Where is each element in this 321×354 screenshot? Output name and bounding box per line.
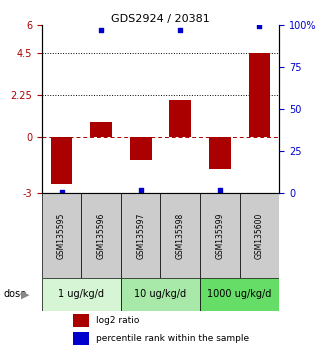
Point xyxy=(99,27,104,33)
Bar xyxy=(51,137,73,184)
Text: percentile rank within the sample: percentile rank within the sample xyxy=(96,334,249,343)
Bar xyxy=(169,100,191,137)
Text: GSM135599: GSM135599 xyxy=(215,212,224,259)
Bar xyxy=(160,193,200,278)
Bar xyxy=(42,278,121,311)
Point xyxy=(257,24,262,29)
Text: 1 ug/kg/d: 1 ug/kg/d xyxy=(58,289,104,299)
Text: GSM135595: GSM135595 xyxy=(57,212,66,259)
Text: 1000 ug/kg/d: 1000 ug/kg/d xyxy=(207,289,272,299)
Point xyxy=(138,187,143,193)
Point xyxy=(59,189,64,194)
Text: GSM135598: GSM135598 xyxy=(176,212,185,259)
Text: dose: dose xyxy=(3,289,26,299)
Text: ▶: ▶ xyxy=(21,289,29,299)
Bar xyxy=(81,193,121,278)
Text: log2 ratio: log2 ratio xyxy=(96,316,140,325)
Bar xyxy=(200,193,240,278)
Bar xyxy=(73,332,89,345)
Bar xyxy=(248,53,270,137)
Bar xyxy=(90,122,112,137)
Point xyxy=(178,27,183,33)
Bar xyxy=(130,137,152,160)
Text: 10 ug/kg/d: 10 ug/kg/d xyxy=(134,289,187,299)
Text: GSM135596: GSM135596 xyxy=(97,212,106,259)
Bar xyxy=(121,278,200,311)
Text: GSM135600: GSM135600 xyxy=(255,212,264,259)
Bar xyxy=(73,314,89,327)
Bar xyxy=(200,278,279,311)
Text: GSM135597: GSM135597 xyxy=(136,212,145,259)
Point xyxy=(217,187,222,193)
Bar xyxy=(209,137,231,169)
Bar xyxy=(42,193,81,278)
Title: GDS2924 / 20381: GDS2924 / 20381 xyxy=(111,14,210,24)
Bar xyxy=(121,193,160,278)
Bar xyxy=(240,193,279,278)
